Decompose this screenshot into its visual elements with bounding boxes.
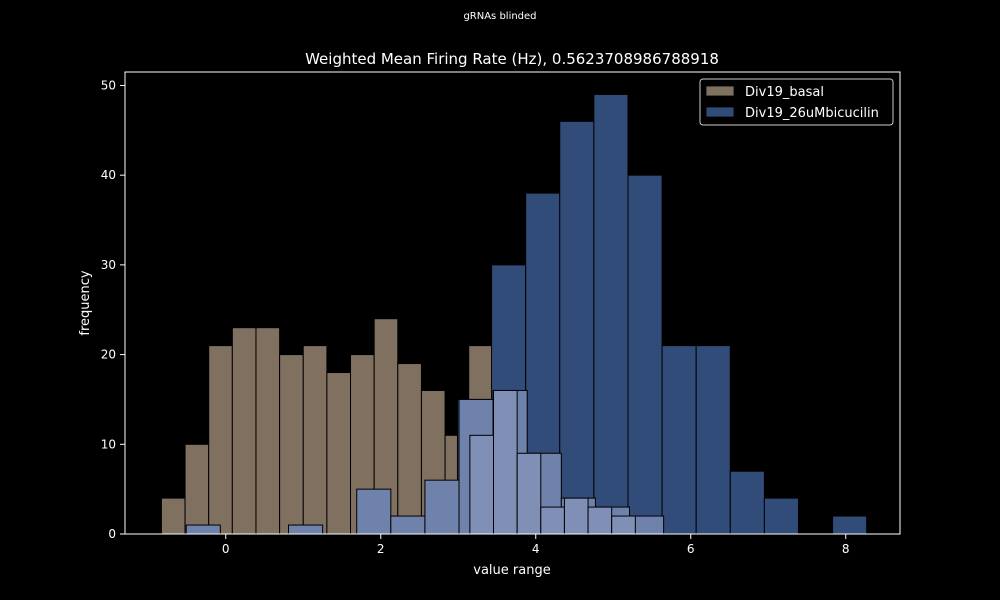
y-axis-ticks: 0 10 20 30 40 50 — [101, 78, 125, 541]
x-tick-label-2: 4 — [532, 542, 540, 556]
x-tick-label-1: 2 — [377, 542, 385, 556]
bar-s3-0 — [469, 434, 495, 535]
legend-swatch-basal — [705, 85, 735, 97]
bar-s1-5 — [627, 174, 663, 535]
y-tick-label-2: 20 — [101, 348, 116, 362]
bar-s0-10 — [397, 363, 422, 535]
bar-s3-4 — [563, 497, 589, 535]
bar-s1-9 — [763, 497, 799, 535]
bar-s3-6 — [611, 515, 636, 535]
bar-s0-7 — [326, 372, 352, 535]
x-axis-label: value range — [473, 563, 550, 578]
bar-s1-3 — [559, 120, 595, 535]
bar-s0-1 — [184, 443, 210, 535]
bar-s3-3 — [540, 506, 565, 535]
bar-s3-5 — [587, 506, 613, 535]
y-tick-label-4: 40 — [101, 168, 116, 182]
bar-s2-2 — [356, 488, 392, 535]
bar-s2-3 — [390, 515, 426, 535]
legend-label-basal: Div19_basal — [745, 85, 824, 100]
bar-s2-1 — [288, 524, 324, 535]
bar-s2-0 — [185, 524, 221, 535]
x-tick-label-4: 8 — [842, 542, 850, 556]
legend-box — [699, 78, 894, 126]
y-tick-label-1: 10 — [101, 437, 116, 451]
bar-s1-8 — [729, 470, 765, 535]
legend-swatch-bicuculline — [705, 106, 735, 118]
x-tick-label-0: 0 — [222, 542, 230, 556]
chart-title: Weighted Mean Firing Rate (Hz), 0.562370… — [305, 50, 719, 68]
legend-label-bicuculline: Div19_26uMbicucilin — [745, 106, 879, 121]
x-axis-ticks: 0 2 4 6 8 — [222, 534, 850, 556]
bar-s1-10 — [832, 515, 868, 535]
bar-s0-3 — [231, 327, 257, 535]
figure-suptitle: gRNAs blinded — [463, 11, 536, 22]
bar-s0-5 — [279, 354, 304, 535]
y-tick-label-0: 0 — [108, 527, 116, 541]
bar-s0-6 — [302, 345, 328, 535]
y-tick-label-5: 50 — [101, 78, 116, 92]
bar-s0-2 — [208, 345, 233, 535]
bar-s1-7 — [695, 345, 731, 535]
bar-s0-0 — [160, 497, 186, 535]
bar-s1-4 — [593, 93, 629, 535]
bar-s0-4 — [255, 327, 281, 535]
y-axis-label: frequency — [78, 270, 93, 336]
x-tick-label-3: 6 — [687, 542, 695, 556]
y-tick-label-3: 30 — [101, 258, 116, 272]
legend: Div19_basal Div19_26uMbicucilin — [699, 78, 894, 126]
bar-s1-6 — [661, 345, 697, 535]
plot-frame — [124, 71, 901, 535]
bar-s3-2 — [516, 452, 542, 535]
bar-s3-1 — [493, 389, 518, 535]
bar-s2-4 — [424, 479, 460, 535]
bars-layer — [160, 93, 868, 535]
